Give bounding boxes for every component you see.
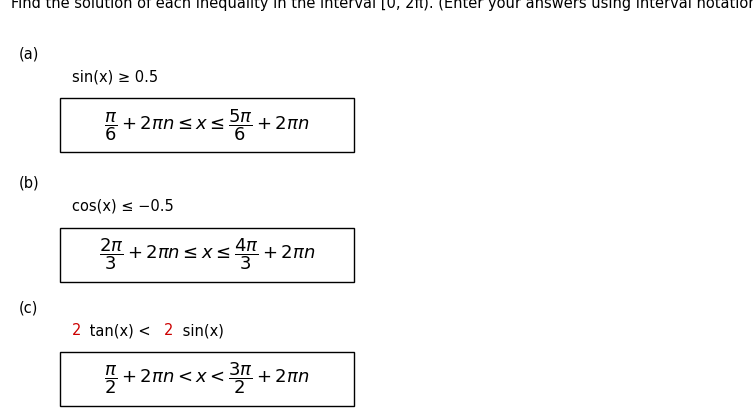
FancyBboxPatch shape: [60, 98, 354, 152]
Text: sin(x) ≥ 0.5: sin(x) ≥ 0.5: [72, 69, 157, 84]
Text: sin(x): sin(x): [178, 323, 224, 338]
Text: 2: 2: [164, 323, 173, 338]
FancyBboxPatch shape: [60, 352, 354, 406]
Text: $\dfrac{\pi}{2} + 2\pi n < x < \dfrac{3\pi}{2} + 2\pi n$: $\dfrac{\pi}{2} + 2\pi n < x < \dfrac{3\…: [105, 361, 309, 396]
Text: $\dfrac{2\pi}{3} + 2\pi n \leq x \leq \dfrac{4\pi}{3} + 2\pi n$: $\dfrac{2\pi}{3} + 2\pi n \leq x \leq \d…: [99, 237, 316, 272]
Text: (b): (b): [19, 176, 39, 191]
Text: tan(x) <: tan(x) <: [85, 323, 155, 338]
Text: $\dfrac{\pi}{6} + 2\pi n \leq x \leq \dfrac{5\pi}{6} + 2\pi n$: $\dfrac{\pi}{6} + 2\pi n \leq x \leq \df…: [105, 107, 309, 143]
Text: (c): (c): [19, 300, 38, 315]
Text: Find the solution of each inequality in the interval [0, 2π). (Enter your answer: Find the solution of each inequality in …: [11, 0, 753, 11]
Text: 2: 2: [72, 323, 81, 338]
FancyBboxPatch shape: [60, 228, 354, 282]
Text: (a): (a): [19, 47, 39, 62]
Text: cos(x) ≤ −0.5: cos(x) ≤ −0.5: [72, 198, 173, 213]
